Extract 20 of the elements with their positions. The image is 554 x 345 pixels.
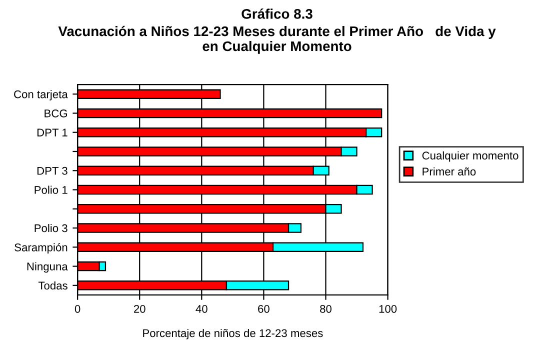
- x-tick-label: 40: [196, 304, 208, 313]
- x-axis-title: Porcentaje de niños de 12-23 meses: [143, 328, 323, 340]
- chart-title: Gráfico 8.3: [242, 8, 312, 19]
- y-tick-label: Todas: [38, 281, 68, 290]
- legend-label: Primer año: [422, 167, 476, 176]
- y-tick-label: Sarampión: [14, 243, 68, 254]
- x-tick-label: 80: [320, 304, 332, 313]
- y-tick-label: Polio 3: [34, 224, 68, 232]
- chart-subtitle: Vacunación a Niños 12-23 Meses durante el Primer Año de Vida y en Cualquier Momento: [58, 26, 496, 54]
- x-tick-label: 0: [74, 304, 80, 313]
- x-tick-label: 60: [258, 304, 270, 313]
- y-tick-label: BCG: [44, 109, 68, 118]
- y-tick-label: Polio 1: [34, 186, 68, 194]
- x-tick-label: 20: [134, 304, 146, 313]
- y-tick-label: Con tarjeta: [14, 90, 68, 100]
- legend-label: Cualquier momento: [422, 151, 518, 162]
- y-tick-label: DPT 3: [37, 166, 68, 175]
- y-tick-label: DPT 1: [37, 128, 68, 136]
- y-tick-label: Ninguna: [27, 262, 68, 273]
- x-tick-label: 100: [379, 304, 397, 313]
